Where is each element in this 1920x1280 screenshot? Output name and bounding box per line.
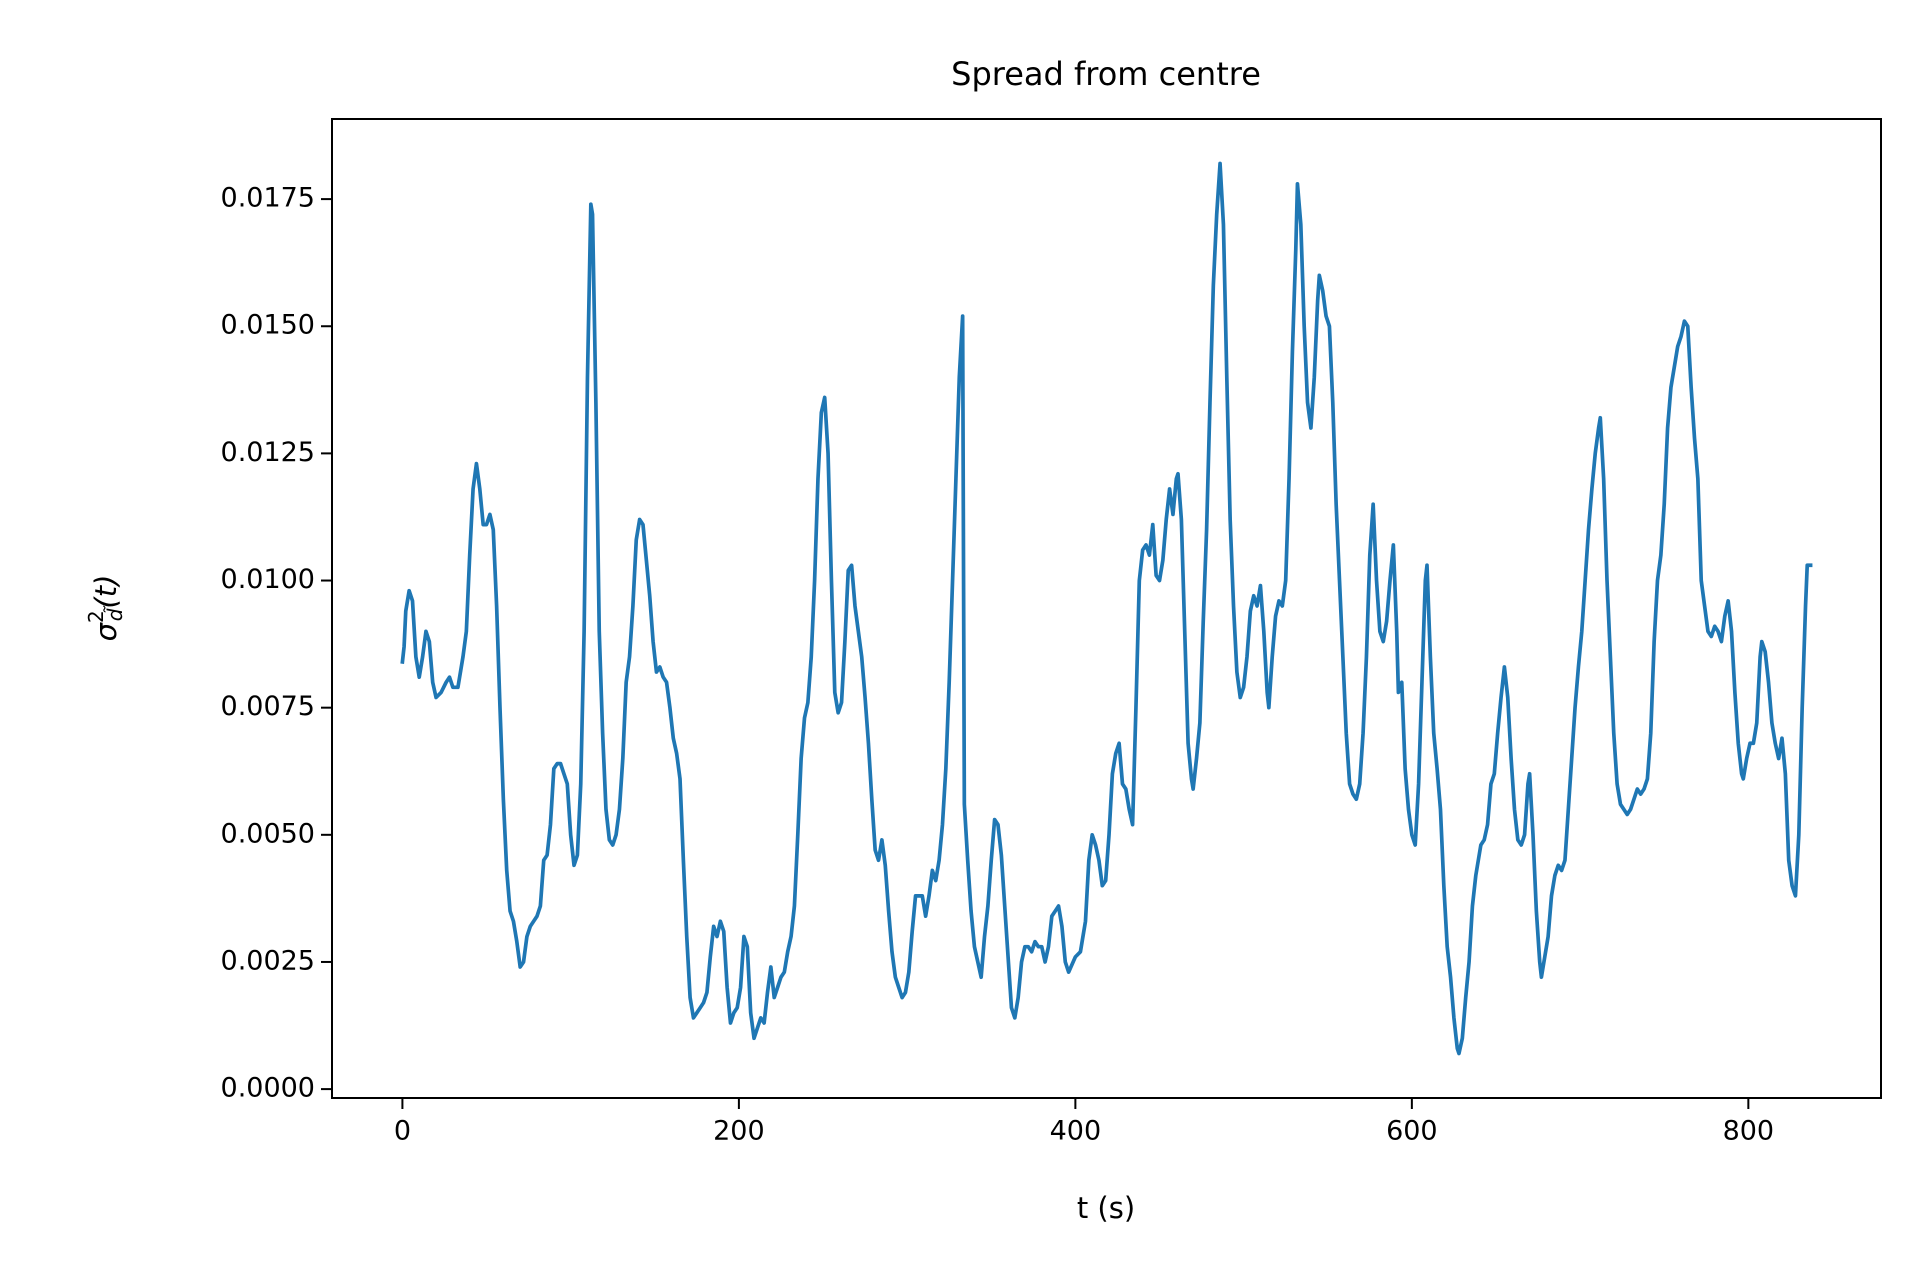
x-tick-label: 800 bbox=[1723, 1116, 1775, 1147]
y-tick-label: 0.0050 bbox=[221, 818, 315, 849]
y-tick-label: 0.0100 bbox=[221, 564, 315, 595]
axes-frame bbox=[331, 118, 1882, 1099]
x-axis-label: t (s) bbox=[1077, 1191, 1135, 1225]
y-axis-label: σ2d̃(t) bbox=[84, 575, 127, 642]
y-tick-label: 0.0000 bbox=[221, 1073, 315, 1104]
chart-title: Spread from centre bbox=[951, 55, 1261, 93]
plot-area bbox=[400, 161, 1813, 1056]
y-tick-label: 0.0150 bbox=[221, 310, 315, 341]
y-label-symbol: σ bbox=[89, 621, 123, 641]
y-tick-label: 0.0125 bbox=[221, 437, 315, 468]
x-tick-label: 600 bbox=[1386, 1116, 1438, 1147]
y-tick-label: 0.0175 bbox=[221, 183, 315, 214]
x-tick-label: 200 bbox=[713, 1116, 765, 1147]
data-line bbox=[400, 161, 1813, 1056]
y-label-sub: d̃ bbox=[103, 605, 127, 622]
y-tick-label: 0.0075 bbox=[221, 691, 315, 722]
y-label-sup: 2 bbox=[84, 610, 108, 623]
x-tick-label: 0 bbox=[394, 1116, 411, 1147]
y-tick-label: 0.0025 bbox=[221, 945, 315, 976]
y-label-arg: (t) bbox=[89, 575, 123, 609]
x-tick-label: 400 bbox=[1050, 1116, 1102, 1147]
